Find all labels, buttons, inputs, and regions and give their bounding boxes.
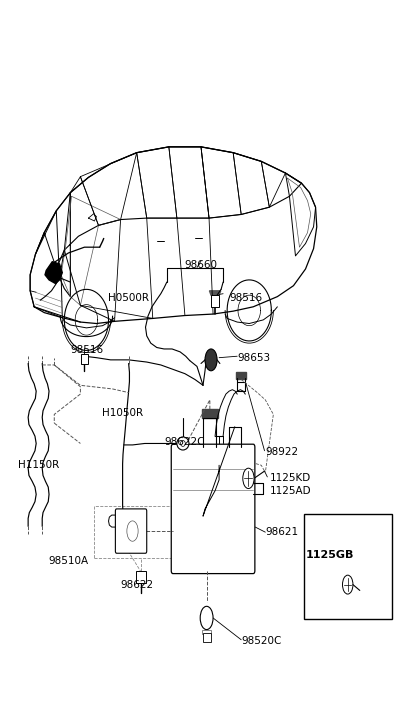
Text: H1150R: H1150R: [18, 460, 59, 470]
Polygon shape: [236, 372, 245, 379]
Ellipse shape: [180, 441, 185, 446]
Bar: [94, 506, 174, 558]
Text: 98520C: 98520C: [241, 636, 281, 646]
Bar: [136, 571, 145, 583]
Text: 1125KD: 1125KD: [269, 473, 310, 483]
Text: 1125GB: 1125GB: [305, 550, 353, 561]
Text: H0500R: H0500R: [107, 293, 148, 303]
Bar: [81, 354, 87, 364]
Ellipse shape: [176, 437, 188, 450]
Circle shape: [205, 349, 217, 371]
Text: 98621: 98621: [265, 527, 298, 537]
FancyBboxPatch shape: [171, 444, 254, 574]
Circle shape: [200, 606, 213, 630]
Text: 98622: 98622: [120, 579, 153, 590]
Text: 1125AD: 1125AD: [269, 486, 310, 496]
Text: 98516: 98516: [229, 293, 261, 303]
Bar: [303, 514, 391, 619]
Text: 98660: 98660: [184, 260, 217, 270]
Bar: [201, 630, 211, 634]
Bar: [211, 295, 219, 307]
Polygon shape: [201, 409, 217, 418]
Polygon shape: [209, 291, 220, 295]
Polygon shape: [45, 262, 62, 284]
Text: 98622C: 98622C: [164, 437, 205, 447]
Text: H1050R: H1050R: [101, 408, 142, 418]
Circle shape: [242, 468, 253, 489]
FancyBboxPatch shape: [115, 509, 146, 553]
Bar: [202, 633, 210, 642]
Text: 98516: 98516: [70, 345, 103, 356]
Text: 98922: 98922: [265, 447, 298, 457]
Text: 98653: 98653: [237, 353, 269, 363]
Circle shape: [127, 521, 138, 541]
Circle shape: [342, 575, 352, 594]
Text: 98510A: 98510A: [48, 556, 88, 566]
